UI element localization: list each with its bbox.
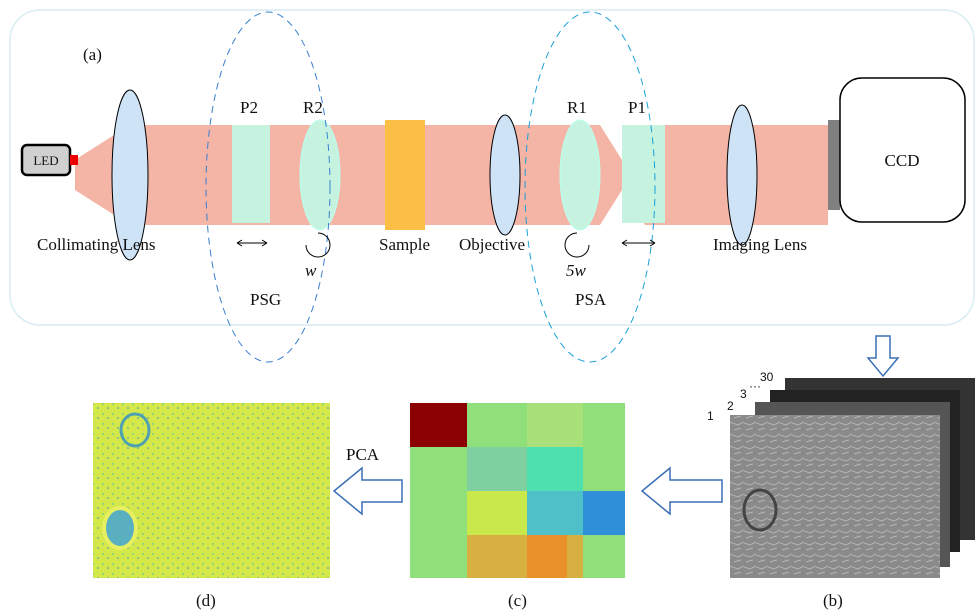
ccd xyxy=(840,78,965,222)
polarizer xyxy=(622,125,665,223)
component-label: Objective xyxy=(459,235,525,254)
rotation-rate: 5w xyxy=(566,261,587,280)
component-label: R2 xyxy=(303,98,323,117)
stack-index: 2 xyxy=(727,399,734,413)
tissue-feature xyxy=(104,508,136,548)
figure: (a) LED CCD P2 R2 R1 P1 Collimating Lens… xyxy=(0,0,976,611)
group-label: PSA xyxy=(575,290,607,309)
polarizer xyxy=(232,125,270,223)
stack-index: 30 xyxy=(760,370,774,384)
tissue-image xyxy=(730,415,940,578)
ccd-window xyxy=(828,120,840,210)
sample xyxy=(385,120,425,230)
panel-label: (a) xyxy=(83,45,102,64)
component-label: R1 xyxy=(567,98,587,117)
ccd-label: CCD xyxy=(885,151,920,170)
stack-index: 3 xyxy=(740,387,747,401)
component-grid xyxy=(410,403,625,578)
panel-label: (d) xyxy=(196,591,216,610)
retarder xyxy=(560,120,600,230)
arrow xyxy=(334,468,402,514)
panel-label: (c) xyxy=(508,591,527,610)
lens xyxy=(490,115,520,235)
component-label: P1 xyxy=(628,98,646,117)
led-label: LED xyxy=(33,153,58,168)
rotation-rate: w xyxy=(305,261,317,280)
lens xyxy=(727,105,757,245)
component-label: Imaging Lens xyxy=(713,235,807,254)
retarder xyxy=(300,120,340,230)
motion-symbols xyxy=(237,233,655,257)
component-label: Sample xyxy=(379,235,430,254)
component-label: Collimating Lens xyxy=(37,235,156,254)
arrow-label: PCA xyxy=(346,445,380,464)
panel-label: (b) xyxy=(823,591,843,610)
arrow xyxy=(868,336,898,376)
stack-index: 1 xyxy=(707,409,714,423)
component-label: P2 xyxy=(240,98,258,117)
arrow xyxy=(642,468,722,514)
group-label: PSG xyxy=(250,290,281,309)
pca-image xyxy=(93,403,330,578)
led-tip xyxy=(70,155,78,165)
beam xyxy=(75,125,828,225)
